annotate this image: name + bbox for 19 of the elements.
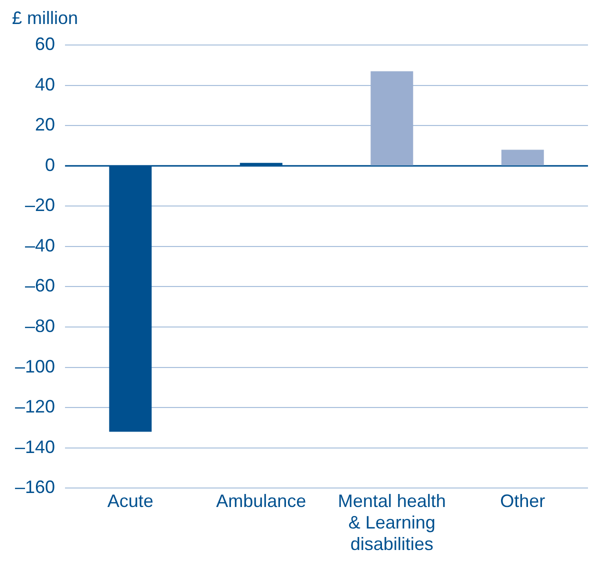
x-tick-label: Ambulance [216,490,306,511]
x-tick-label: Acute [107,490,154,511]
bar [370,71,414,166]
y-tick-label: –60 [24,276,56,296]
y-axis-title: £ million [12,8,78,28]
y-tick-label: 20 [35,114,56,135]
y-tick-label: –140 [14,436,56,457]
y-tick-label: –40 [24,235,56,256]
y-tick-label: –20 [24,195,56,216]
y-tick-label: –80 [24,316,56,336]
y-tick-label: –120 [14,396,56,417]
bar [501,150,544,166]
x-tick-label: Mental health & Learning disabilities [338,490,446,554]
x-tick-label: Other [500,490,546,511]
y-tick-label: 40 [35,74,56,94]
y-tick-label: –160 [14,477,56,498]
y-tick-label: 60 [35,34,56,54]
y-tick-label: 0 [45,154,56,175]
y-tick-label: –100 [14,356,56,376]
